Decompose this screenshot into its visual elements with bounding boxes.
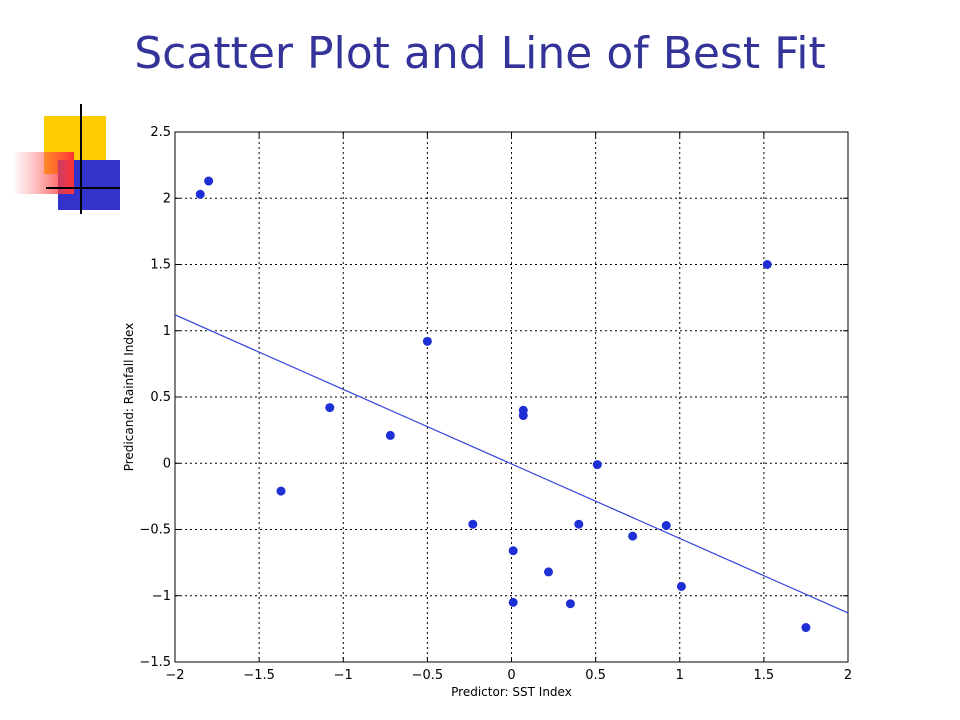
grid-layer: [175, 132, 848, 662]
data-point: [676, 581, 686, 591]
data-point: [325, 403, 335, 413]
data-point: [592, 460, 602, 470]
y-tick-label: 1: [163, 324, 171, 339]
y-axis-label: Predicand: Rainfall Index: [122, 323, 136, 472]
data-point: [508, 597, 518, 607]
y-tick-label: 2.5: [150, 125, 171, 140]
data-point: [422, 336, 432, 346]
line-of-best-fit: [174, 314, 849, 614]
x-tick-label: 0: [507, 668, 515, 683]
data-point: [544, 567, 554, 577]
data-point: [661, 521, 671, 531]
data-point: [762, 260, 772, 269]
y-tick-label: −1.5: [139, 655, 171, 670]
data-point: [276, 486, 286, 496]
data-point: [468, 519, 478, 529]
x-tick-label: 1.5: [754, 668, 775, 683]
x-tick-label: −1.5: [243, 668, 275, 683]
data-point: [204, 176, 214, 186]
data-point: [628, 531, 638, 541]
data-point: [508, 546, 518, 556]
x-tick-label: 0.5: [585, 668, 606, 683]
x-tick-label: 1: [676, 668, 684, 683]
x-tick-label: −1: [334, 668, 353, 683]
y-tick-label: 0: [163, 456, 171, 471]
x-tick-label: 2: [844, 668, 852, 683]
x-tick-label: −2: [165, 668, 184, 683]
data-point: [565, 599, 575, 609]
data-point: [574, 519, 584, 529]
y-tick-label: 1.5: [150, 258, 171, 273]
y-tick-label: 0.5: [150, 390, 171, 405]
x-axis-label: Predictor: SST Index: [451, 685, 572, 699]
points-layer: [195, 176, 811, 633]
slide-title: Scatter Plot and Line of Best Fit: [134, 28, 826, 79]
y-tick-label: 2: [163, 191, 171, 206]
y-tick-label: −0.5: [139, 523, 171, 538]
y-tick-label: −1: [152, 589, 171, 604]
data-point: [518, 411, 528, 421]
data-point: [385, 430, 395, 440]
data-point: [195, 189, 205, 199]
data-point: [801, 623, 811, 633]
tick-layer: −2 −1.5 −1 −0.5 0 0.5 1 1.5 2−1.5−1−0.500.511.52…: [139, 125, 852, 683]
logo-decoration: [12, 104, 120, 214]
x-tick-label: −0.5: [412, 668, 444, 683]
